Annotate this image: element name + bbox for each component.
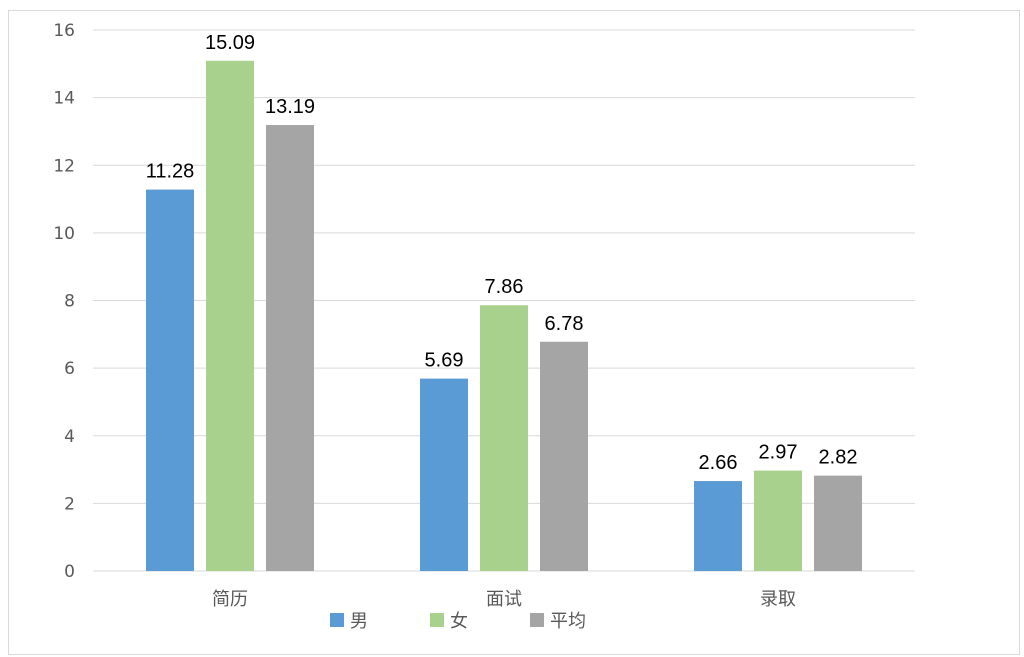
legend: 男 女 平均: [330, 611, 586, 632]
legend-label: 女: [450, 611, 468, 632]
bar-平均-面试: [540, 341, 588, 571]
y-tick-label: 8: [64, 292, 75, 312]
bar-平均-简历: [266, 125, 314, 571]
y-tick-label: 10: [53, 224, 75, 244]
y-tick-label: 16: [53, 21, 75, 41]
bar-男-简历: [146, 189, 194, 571]
bar-女-录取: [754, 470, 802, 571]
x-axis-categories: 简历 面试 录取: [212, 589, 796, 610]
legend-swatch-平均: [530, 613, 544, 627]
y-tick-label: 6: [64, 359, 75, 379]
y-axis-ticks: 0 2 4 6 8 10 12 14 16: [53, 21, 75, 582]
data-label: 2.66: [699, 452, 738, 474]
y-tick-label: 0: [64, 562, 75, 582]
legend-label: 男: [350, 611, 368, 632]
category-label: 面试: [486, 589, 522, 610]
data-label: 13.19: [265, 96, 315, 118]
bar-女-简历: [206, 60, 254, 571]
data-label: 11.28: [146, 161, 195, 183]
bar-男-录取: [694, 481, 742, 571]
y-tick-label: 4: [64, 427, 75, 447]
bar-平均-录取: [814, 475, 862, 571]
data-label: 2.97: [759, 442, 798, 464]
legend-swatch-女: [430, 613, 444, 627]
bars: [146, 60, 862, 571]
data-labels: 11.28 15.09 13.19 5.69 7.86 6.78 2.66 2.97 2.82: [146, 32, 858, 474]
data-label: 7.86: [485, 276, 524, 298]
y-tick-label: 14: [53, 89, 75, 109]
data-label: 6.78: [545, 313, 584, 335]
bar-女-面试: [480, 305, 528, 571]
bar-男-面试: [420, 378, 468, 571]
category-label: 录取: [760, 589, 796, 610]
y-tick-label: 2: [64, 494, 75, 514]
legend-swatch-男: [330, 613, 344, 627]
data-label: 15.09: [205, 32, 255, 54]
legend-label: 平均: [550, 611, 586, 632]
data-label: 5.69: [425, 350, 464, 372]
category-label: 简历: [212, 589, 248, 610]
data-label: 2.82: [819, 447, 858, 469]
y-tick-label: 12: [53, 156, 75, 176]
